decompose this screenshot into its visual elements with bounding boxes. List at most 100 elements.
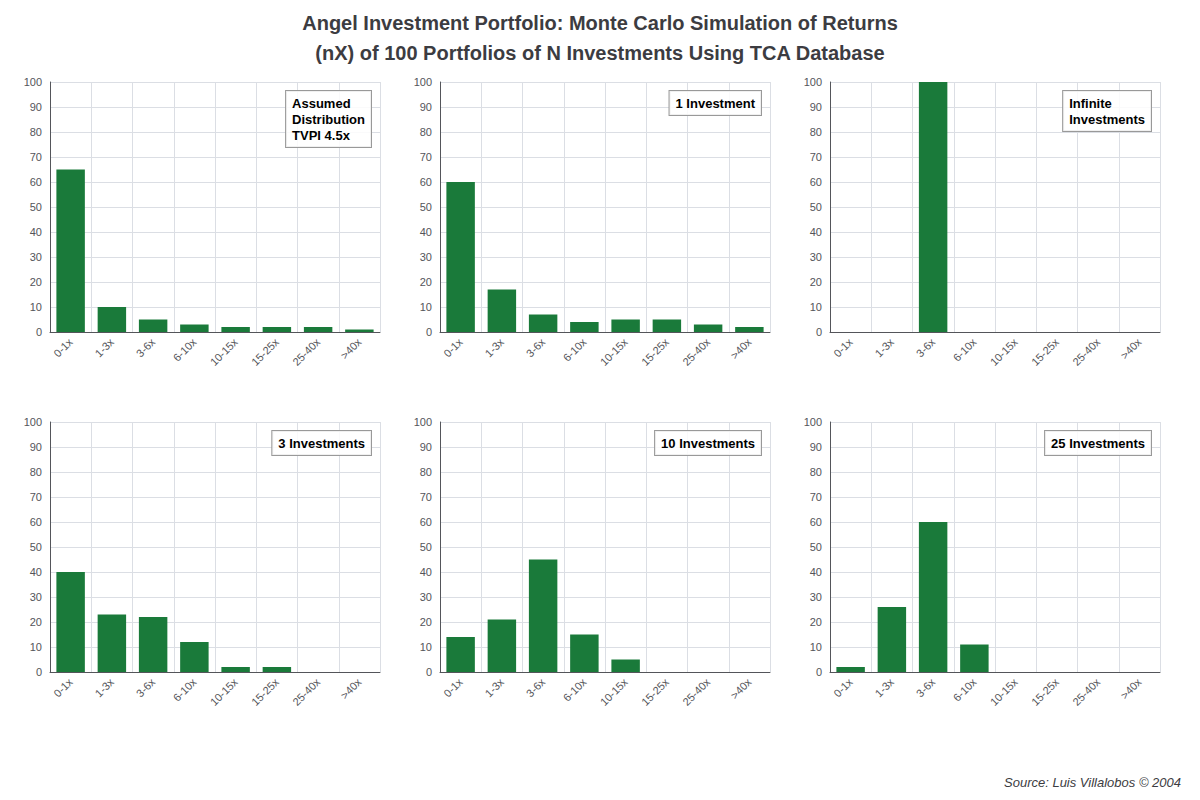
svg-text:Infinite: Infinite <box>1069 96 1112 111</box>
svg-text:10: 10 <box>30 641 42 653</box>
svg-text:0: 0 <box>36 326 42 338</box>
svg-text:40: 40 <box>420 566 432 578</box>
svg-text:15-25x: 15-25x <box>249 335 282 368</box>
svg-text:90: 90 <box>810 101 822 113</box>
svg-text:0-1x: 0-1x <box>831 335 855 359</box>
svg-text:10-15x: 10-15x <box>988 675 1021 708</box>
svg-text:70: 70 <box>810 151 822 163</box>
svg-text:50: 50 <box>30 201 42 213</box>
svg-text:70: 70 <box>30 491 42 503</box>
svg-text:10: 10 <box>810 301 822 313</box>
svg-text:100: 100 <box>804 416 822 428</box>
svg-text:>40x: >40x <box>728 335 754 361</box>
svg-text:40: 40 <box>810 566 822 578</box>
svg-text:100: 100 <box>414 416 432 428</box>
svg-text:1-3x: 1-3x <box>93 335 117 359</box>
svg-text:>40x: >40x <box>338 675 364 701</box>
svg-text:Assumed: Assumed <box>292 96 351 111</box>
svg-text:1-3x: 1-3x <box>873 675 897 699</box>
svg-text:1-3x: 1-3x <box>873 335 897 359</box>
svg-text:>40x: >40x <box>728 675 754 701</box>
svg-text:40: 40 <box>30 226 42 238</box>
svg-text:10: 10 <box>420 641 432 653</box>
svg-text:25-40x: 25-40x <box>1070 675 1103 708</box>
svg-text:60: 60 <box>30 516 42 528</box>
svg-text:25-40x: 25-40x <box>290 675 323 708</box>
svg-text:0-1x: 0-1x <box>441 675 465 699</box>
svg-text:25-40x: 25-40x <box>290 335 323 368</box>
svg-text:1-3x: 1-3x <box>483 675 507 699</box>
svg-text:30: 30 <box>420 251 432 263</box>
svg-text:Source: Luis Villalobos © 2004: Source: Luis Villalobos © 2004 <box>1004 775 1181 790</box>
svg-text:3-6x: 3-6x <box>524 675 548 699</box>
svg-text:3 Investments: 3 Investments <box>278 436 365 451</box>
svg-text:0-1x: 0-1x <box>51 675 75 699</box>
svg-text:3-6x: 3-6x <box>914 675 938 699</box>
svg-text:Distribution: Distribution <box>292 112 365 127</box>
svg-text:0-1x: 0-1x <box>51 335 75 359</box>
svg-text:20: 20 <box>30 276 42 288</box>
svg-text:6-10x: 6-10x <box>951 335 979 363</box>
svg-text:6-10x: 6-10x <box>951 675 979 703</box>
svg-text:80: 80 <box>810 126 822 138</box>
svg-text:3-6x: 3-6x <box>524 335 548 359</box>
svg-text:0: 0 <box>426 666 432 678</box>
svg-text:60: 60 <box>420 516 432 528</box>
svg-text:0: 0 <box>816 666 822 678</box>
svg-text:20: 20 <box>30 616 42 628</box>
svg-text:3-6x: 3-6x <box>134 675 158 699</box>
svg-text:3-6x: 3-6x <box>134 335 158 359</box>
svg-text:40: 40 <box>810 226 822 238</box>
svg-text:20: 20 <box>420 616 432 628</box>
svg-text:50: 50 <box>810 201 822 213</box>
svg-text:0: 0 <box>36 666 42 678</box>
svg-text:Investments: Investments <box>1069 112 1145 127</box>
svg-text:10-15x: 10-15x <box>598 675 631 708</box>
svg-text:0: 0 <box>426 326 432 338</box>
svg-text:10: 10 <box>30 301 42 313</box>
svg-text:100: 100 <box>24 416 42 428</box>
svg-text:15-25x: 15-25x <box>249 675 282 708</box>
svg-text:80: 80 <box>30 126 42 138</box>
svg-text:1 Investment: 1 Investment <box>676 96 756 111</box>
svg-text:3-6x: 3-6x <box>914 335 938 359</box>
svg-text:6-10x: 6-10x <box>171 675 199 703</box>
svg-text:50: 50 <box>810 541 822 553</box>
svg-text:40: 40 <box>30 566 42 578</box>
svg-text:0: 0 <box>816 326 822 338</box>
svg-text:30: 30 <box>420 591 432 603</box>
svg-text:10-15x: 10-15x <box>988 335 1021 368</box>
svg-text:60: 60 <box>810 516 822 528</box>
svg-text:100: 100 <box>804 76 822 88</box>
svg-text:TVPI 4.5x: TVPI 4.5x <box>292 128 351 143</box>
svg-text:90: 90 <box>420 101 432 113</box>
svg-text:80: 80 <box>30 466 42 478</box>
svg-text:>40x: >40x <box>1118 335 1144 361</box>
svg-text:6-10x: 6-10x <box>561 675 589 703</box>
svg-text:15-25x: 15-25x <box>639 335 672 368</box>
svg-text:80: 80 <box>420 126 432 138</box>
svg-text:6-10x: 6-10x <box>561 335 589 363</box>
svg-text:0-1x: 0-1x <box>441 335 465 359</box>
svg-text:50: 50 <box>420 541 432 553</box>
svg-text:60: 60 <box>420 176 432 188</box>
svg-text:70: 70 <box>420 151 432 163</box>
svg-text:10-15x: 10-15x <box>208 335 241 368</box>
svg-text:90: 90 <box>810 441 822 453</box>
svg-text:25-40x: 25-40x <box>1070 335 1103 368</box>
svg-text:90: 90 <box>420 441 432 453</box>
svg-text:Angel Investment Portfolio: Mo: Angel Investment Portfolio: Monte Carlo … <box>302 12 898 34</box>
svg-text:15-25x: 15-25x <box>1029 675 1062 708</box>
svg-text:40: 40 <box>420 226 432 238</box>
svg-text:100: 100 <box>414 76 432 88</box>
svg-text:20: 20 <box>810 276 822 288</box>
svg-text:15-25x: 15-25x <box>1029 335 1062 368</box>
svg-text:70: 70 <box>420 491 432 503</box>
svg-text:50: 50 <box>30 541 42 553</box>
svg-text:30: 30 <box>810 251 822 263</box>
svg-text:70: 70 <box>30 151 42 163</box>
svg-text:50: 50 <box>420 201 432 213</box>
svg-text:>40x: >40x <box>1118 675 1144 701</box>
svg-text:90: 90 <box>30 101 42 113</box>
svg-text:20: 20 <box>420 276 432 288</box>
